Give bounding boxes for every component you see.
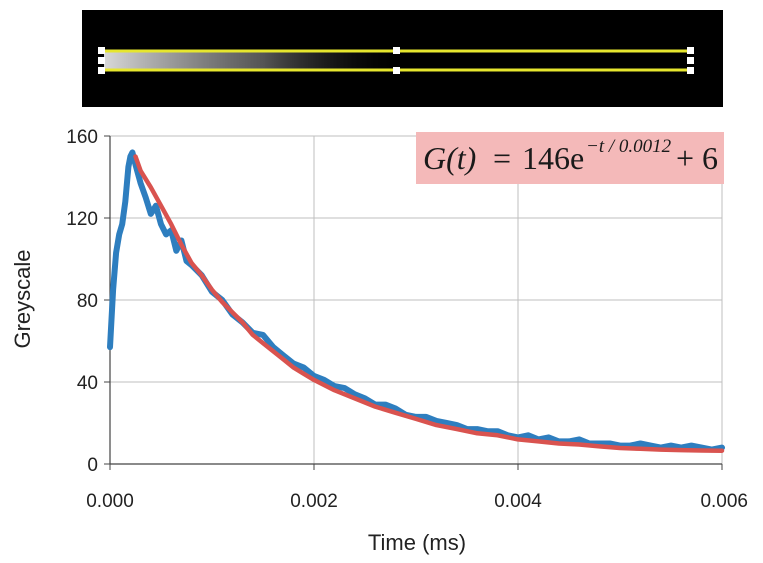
y-tick-label: 40 [77, 373, 98, 394]
strip-handle[interactable] [98, 47, 105, 54]
strip-handle[interactable] [687, 47, 694, 54]
series [107, 149, 725, 453]
equation-exponent: −t / 0.0012 [586, 136, 672, 157]
equation-annotation: G(t) = 146e −t / 0.0012 + 6 [416, 132, 724, 184]
image-strip [82, 10, 723, 107]
equation-offset: + 6 [676, 140, 718, 176]
strip-handle[interactable] [687, 67, 694, 74]
tick-labels: 0 40 80 120 160 0.000 0.002 0.004 0.006 [66, 127, 748, 512]
strip-handle[interactable] [98, 57, 105, 64]
equation-box [416, 132, 724, 184]
x-tick-label: 0.002 [290, 491, 338, 512]
y-axis-title: Greyscale [10, 249, 35, 348]
strip-handle[interactable] [393, 47, 400, 54]
y-tick-label: 160 [66, 127, 98, 148]
grid [110, 135, 723, 464]
x-tick-label: 0.000 [86, 491, 134, 512]
y-tick-label: 0 [87, 455, 98, 476]
measured-series-line [107, 149, 725, 453]
y-tick-label: 120 [66, 209, 98, 230]
x-tick-label: 0.004 [494, 491, 542, 512]
equation-equals: = [493, 140, 511, 176]
strip-handle[interactable] [98, 67, 105, 74]
strip-handle[interactable] [687, 57, 694, 64]
y-tick-label: 80 [77, 291, 98, 312]
strip-handle[interactable] [393, 67, 400, 74]
x-tick-label: 0.006 [700, 491, 748, 512]
x-axis-title: Time (ms) [368, 530, 466, 555]
equation-coefficient: 146e [522, 140, 584, 176]
image-strip-glow [104, 52, 394, 69]
fit-series-line [133, 154, 725, 453]
equation-lhs: G(t) [423, 140, 476, 176]
